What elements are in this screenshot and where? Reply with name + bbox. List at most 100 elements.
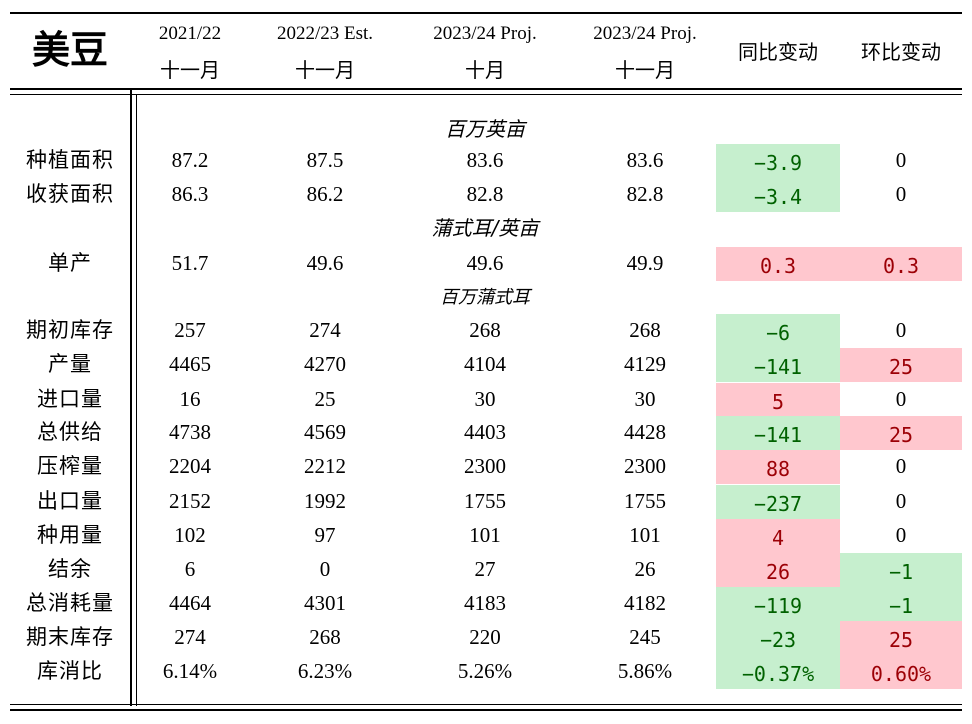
header-col-3-month: 十月 <box>465 58 505 82</box>
value-cell: 2152 <box>169 489 211 513</box>
header-rule-2 <box>10 94 962 95</box>
value-cell: 2204 <box>169 454 211 478</box>
value-cell: 2212 <box>304 454 346 478</box>
soybean-supply-demand-table: 美豆 2021/22 十一月 2022/23 Est. 十一月 2023/24 … <box>10 10 962 712</box>
header-yoy-change: 同比变动 <box>738 40 818 64</box>
value-cell: 27 <box>474 557 496 581</box>
yoy-change-cell: 5 <box>716 383 840 417</box>
table-row: 收获面积 86.3 86.2 82.8 82.8 −3.4 0 <box>10 177 962 212</box>
value-cell: 268 <box>469 318 501 342</box>
value-cell: 4182 <box>624 591 666 615</box>
mom-change-cell: 0 <box>895 387 907 411</box>
mom-change-cell: 0 <box>895 182 907 206</box>
unit-volume: 百万蒲式耳 <box>440 287 530 308</box>
row-label: 库消比 <box>37 659 103 683</box>
row-label: 种用量 <box>37 523 103 547</box>
table-row: 进口量 16 25 30 30 5 0 <box>10 382 962 417</box>
mom-change-cell: 0.3 <box>840 247 962 281</box>
value-cell: 30 <box>634 387 656 411</box>
value-cell: 0 <box>319 557 331 581</box>
bottom-rule-1 <box>10 704 962 705</box>
mom-change-cell: 0 <box>895 148 907 172</box>
table-row: 期初库存 257 274 268 268 −6 0 <box>10 313 962 348</box>
table-row: 压榨量 2204 2212 2300 2300 88 0 <box>10 449 962 484</box>
value-cell: 87.2 <box>171 148 209 172</box>
yoy-change-cell: −141 <box>716 348 840 382</box>
yoy-change-cell: −237 <box>716 485 840 519</box>
table-row: 种植面积 87.2 87.5 83.6 83.6 −3.9 0 <box>10 143 962 178</box>
yoy-change-cell: −0.37% <box>716 655 840 689</box>
value-cell: 1755 <box>624 489 666 513</box>
header-col-2-month: 十一月 <box>295 58 355 82</box>
value-cell: 257 <box>174 318 206 342</box>
value-cell: 87.5 <box>306 148 344 172</box>
yoy-change-cell: −3.4 <box>716 178 840 212</box>
value-cell: 51.7 <box>171 251 209 275</box>
yoy-change-cell: −141 <box>716 416 840 450</box>
mom-change-cell: −1 <box>840 553 962 587</box>
value-cell: 49.6 <box>466 251 504 275</box>
mom-change-cell: 0 <box>895 454 907 478</box>
row-label: 收获面积 <box>26 182 114 206</box>
table-row: 结余 6 0 27 26 26 −1 <box>10 552 962 587</box>
mom-change-cell: 25 <box>840 348 962 382</box>
mom-change-cell: 0 <box>895 489 907 513</box>
mom-change-cell: −1 <box>840 587 962 621</box>
value-cell: 101 <box>629 523 661 547</box>
value-cell: 6.14% <box>162 659 218 683</box>
header-col-2-year: 2022/23 Est. <box>276 23 374 44</box>
value-cell: 2300 <box>624 454 666 478</box>
value-cell: 5.26% <box>457 659 513 683</box>
value-cell: 4465 <box>169 352 211 376</box>
value-cell: 6.23% <box>297 659 353 683</box>
value-cell: 97 <box>314 523 336 547</box>
row-label: 出口量 <box>37 489 103 513</box>
top-rule <box>10 12 962 14</box>
value-cell: 86.3 <box>171 182 209 206</box>
value-cell: 83.6 <box>466 148 504 172</box>
value-cell: 4464 <box>169 591 211 615</box>
value-cell: 4301 <box>304 591 346 615</box>
yoy-change-cell: −119 <box>716 587 840 621</box>
value-cell: 4104 <box>464 352 506 376</box>
value-cell: 82.8 <box>466 182 504 206</box>
row-label: 种植面积 <box>26 148 114 172</box>
header-rule-1 <box>10 88 962 90</box>
value-cell: 4270 <box>304 352 346 376</box>
row-label: 结余 <box>48 557 92 581</box>
yoy-change-cell: 0.3 <box>716 247 840 281</box>
yoy-change-cell: −6 <box>716 314 840 348</box>
value-cell: 274 <box>174 625 206 649</box>
value-cell: 2300 <box>464 454 506 478</box>
mom-change-cell: 0 <box>895 523 907 547</box>
unit-area: 百万英亩 <box>445 117 525 141</box>
value-cell: 4738 <box>169 420 211 444</box>
mom-change-cell: 0 <box>895 318 907 342</box>
mom-change-cell: 0.60% <box>840 655 962 689</box>
value-cell: 86.2 <box>306 182 344 206</box>
table-title: 美豆 <box>31 28 108 72</box>
value-cell: 1992 <box>304 489 346 513</box>
bottom-rule-2 <box>10 709 962 711</box>
value-cell: 49.6 <box>306 251 344 275</box>
row-label: 期末库存 <box>26 625 114 649</box>
value-cell: 5.86% <box>617 659 673 683</box>
yoy-change-cell: −23 <box>716 621 840 655</box>
header-col-1-month: 十一月 <box>160 58 220 82</box>
mom-change-cell: 25 <box>840 621 962 655</box>
table-row: 出口量 2152 1992 1755 1755 −237 0 <box>10 484 962 519</box>
value-cell: 25 <box>314 387 336 411</box>
header-col-4-year: 2023/24 Proj. <box>593 23 697 44</box>
value-cell: 83.6 <box>626 148 664 172</box>
value-cell: 49.9 <box>626 251 664 275</box>
value-cell: 4428 <box>624 420 666 444</box>
table-row: 库消比 6.14% 6.23% 5.26% 5.86% −0.37% 0.60% <box>10 654 962 689</box>
value-cell: 220 <box>469 625 501 649</box>
yoy-change-cell: 26 <box>716 553 840 587</box>
row-label: 总供给 <box>37 420 103 444</box>
yoy-change-cell: 4 <box>716 519 840 553</box>
table-row: 期末库存 274 268 220 245 −23 25 <box>10 620 962 655</box>
label-column-rule-1 <box>130 88 132 706</box>
value-cell: 6 <box>184 557 196 581</box>
row-label: 产量 <box>48 352 92 376</box>
